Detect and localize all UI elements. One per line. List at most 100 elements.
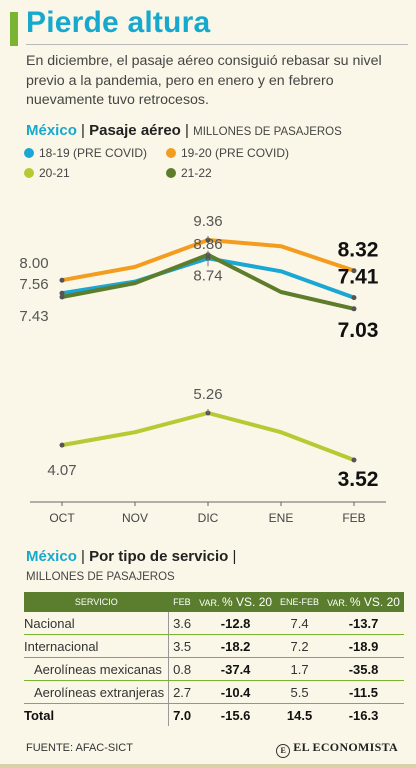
row-var2: -13.7 [323, 612, 404, 635]
brand-name: EL ECONOMISTA [293, 740, 398, 754]
header-var1-small: VAR. [199, 598, 220, 608]
data-label: 3.52 [338, 468, 379, 491]
legend-dot [24, 168, 34, 178]
row-enefeb: 5.5 [276, 680, 324, 704]
data-label: 7.43 [19, 308, 48, 325]
table-row: Nacional 3.6 -12.8 7.4 -13.7 [24, 612, 404, 635]
row-enefeb: 7.2 [276, 634, 324, 658]
data-label: 8.74 [193, 267, 222, 284]
data-label: 8.32 [338, 239, 379, 262]
legend-dot [166, 148, 176, 158]
source-note: FUENTE: AFAC-SICT [26, 742, 133, 754]
legend-label: 18-19 (PRE COVID) [39, 146, 148, 160]
data-point [205, 252, 211, 258]
row-feb: 3.5 [168, 634, 196, 658]
legend-item: 19-20 (PRE COVID) [166, 146, 289, 160]
separator: | [81, 548, 85, 565]
line-chart: 8.00 7.56 7.43 9.36 8.86 8.74 8.32 7.41 7.03 5.26… [19, 213, 386, 525]
data-label: 4.07 [47, 462, 76, 479]
row-enefeb: 14.5 [286, 707, 313, 723]
legend-item: 20-21 [24, 166, 70, 180]
x-tick-label: NOV [122, 511, 148, 525]
table-section-heading: México | Por tipo de servicio | [26, 548, 236, 565]
data-label: 5.26 [193, 386, 222, 403]
row-feb: 7.0 [168, 703, 196, 726]
x-tick-label: FEB [342, 511, 365, 525]
chart-section-heading: México | Pasaje aéreo | MILLONES DE PASA… [26, 122, 342, 139]
row-name: Total [24, 707, 55, 723]
header-var1: VAR. % VS. 20 [195, 592, 277, 612]
chart-unit: MILLONES DE PASAJEROS [193, 126, 342, 138]
data-label: 7.56 [19, 276, 48, 293]
legend-label: 19-20 (PRE COVID) [181, 146, 290, 160]
legend-item: 18-19 (PRE COVID) [24, 146, 147, 160]
separator: | [185, 122, 189, 139]
x-tick-label: DIC [198, 511, 219, 525]
table-row: Internacional 3.5 -18.2 7.2 -18.9 [24, 634, 404, 658]
chart-country: México [26, 122, 77, 139]
row-var1: -18.2 [195, 634, 277, 658]
legend-dot [166, 168, 176, 178]
data-point [59, 294, 65, 300]
row-enefeb: 7.4 [276, 612, 324, 635]
header-enefeb: ENE-FEB [276, 592, 324, 612]
table-header-row: SERVICIO FEB VAR. % VS. 20 ENE-FEB VAR. … [24, 592, 404, 612]
legend-label: 20-21 [39, 166, 70, 180]
row-enefeb: 1.7 [276, 657, 324, 681]
data-point [59, 442, 65, 448]
row-feb: 2.7 [168, 680, 196, 704]
header-var2-small: VAR. [327, 598, 348, 608]
data-label: 9.36 [193, 213, 222, 230]
header-var2: VAR. % VS. 20 [323, 592, 404, 612]
data-label: 8.86 [193, 236, 222, 253]
table-row: Aerolíneas extranjeras 2.7 -10.4 5.5 -11… [24, 680, 404, 704]
table-total-row: Total 7.0 -15.6 14.5 -16.3 [24, 703, 404, 726]
subtitle: En diciembre, el pasaje aéreo consiguió … [26, 53, 382, 108]
row-var2: -16.3 [348, 707, 379, 723]
x-tick-label: OCT [49, 511, 75, 525]
row-feb: 0.8 [168, 657, 196, 681]
row-feb: 3.6 [168, 612, 196, 635]
series-line-2 [60, 411, 356, 462]
data-point [205, 255, 211, 261]
data-point [59, 290, 65, 296]
row-name: Internacional [24, 634, 169, 658]
data-point [59, 277, 65, 283]
legend-label: 21-22 [181, 166, 212, 180]
data-label: 8.00 [19, 255, 48, 272]
data-label: 7.03 [338, 319, 379, 342]
row-var2: -11.5 [323, 680, 404, 704]
table-unit: MILLONES DE PASAJEROS [26, 571, 175, 583]
row-var2: -18.9 [323, 634, 404, 658]
page-title: Pierde altura [26, 6, 211, 39]
row-var1: -12.8 [195, 612, 277, 635]
row-var2: -35.8 [323, 657, 404, 681]
data-point [351, 268, 357, 274]
legend-dot [24, 148, 34, 158]
header-var1-big: % VS. 20 [222, 595, 273, 609]
table-country: México [26, 548, 77, 565]
row-name: Nacional [24, 612, 169, 635]
x-tick-label: ENE [269, 511, 294, 525]
brand-mark-icon: E [276, 744, 291, 758]
brand-logo: E EL ECONOMISTA [276, 740, 398, 758]
row-name: Aerolíneas extranjeras [24, 680, 169, 704]
data-label: 7.41 [338, 266, 379, 289]
row-var1: -37.4 [195, 657, 277, 681]
separator: | [81, 122, 85, 139]
table-row: Aerolíneas mexicanas 0.8 -37.4 1.7 -35.8 [24, 657, 404, 681]
header-var2-big: % VS. 20 [349, 595, 400, 609]
header-feb: FEB [168, 592, 196, 612]
legend-item: 21-22 [166, 166, 212, 180]
data-point [351, 295, 357, 301]
row-var1: -15.6 [220, 707, 251, 723]
title-divider [26, 44, 408, 45]
header-servicio: SERVICIO [24, 592, 169, 612]
title-accent-bar [10, 12, 18, 46]
row-name: Aerolíneas mexicanas [24, 657, 169, 681]
data-point [351, 306, 357, 312]
chart-section-name: Pasaje aéreo [89, 122, 181, 139]
data-point [351, 457, 357, 463]
row-var1: -10.4 [195, 680, 277, 704]
